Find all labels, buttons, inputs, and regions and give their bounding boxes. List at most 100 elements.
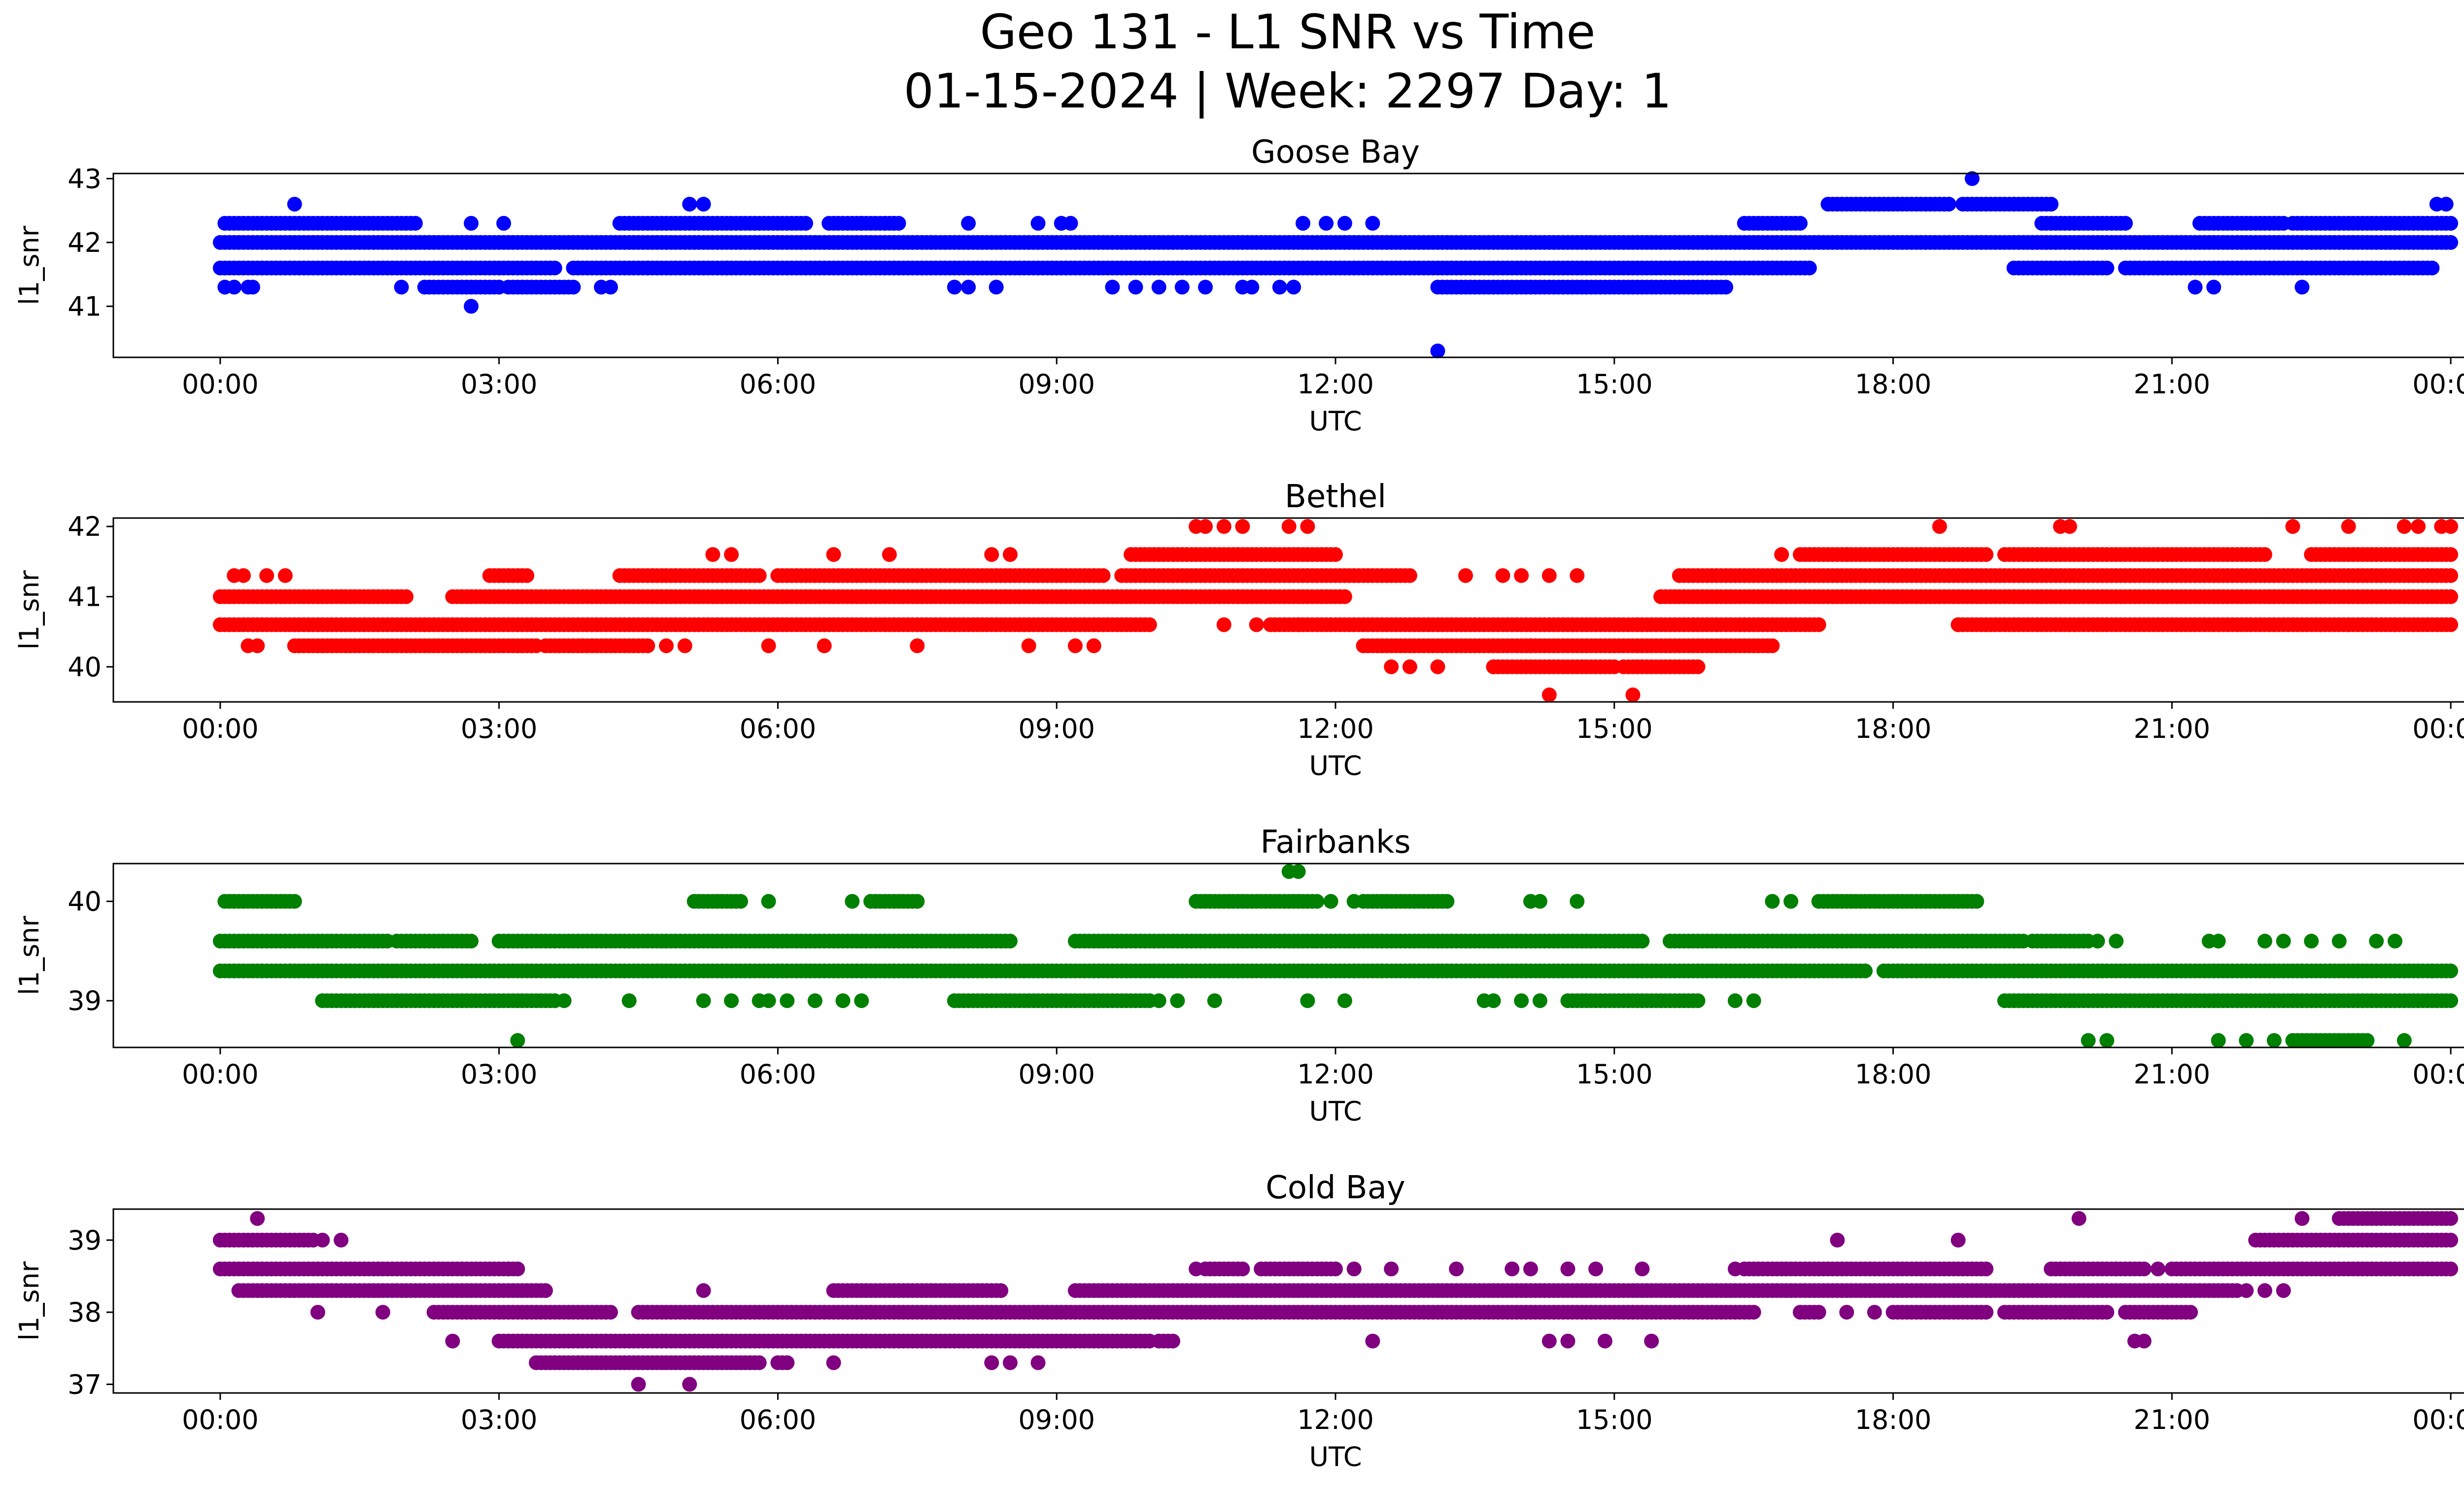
data-point (993, 1283, 1009, 1298)
data-point (1532, 993, 1547, 1008)
x-tick-label: 15:00 (1576, 713, 1653, 744)
data-point (538, 1283, 553, 1298)
data-point (1858, 963, 1873, 978)
data-point (2443, 1261, 2459, 1277)
data-point (1328, 547, 1343, 562)
data-point (2341, 519, 2356, 534)
x-axis-label: UTC (1309, 750, 1362, 781)
x-tick-label: 18:00 (1855, 369, 1932, 400)
scatter-series (212, 864, 2459, 1048)
data-point (1244, 279, 1260, 295)
subplot-title: Cold Bay (1266, 1170, 1405, 1206)
x-tick-label: 12:00 (1297, 1059, 1374, 1090)
data-point (2388, 617, 2402, 632)
data-point (845, 894, 860, 909)
data-point (2136, 1261, 2152, 1277)
data-point (1718, 279, 1734, 295)
data-point (640, 260, 655, 276)
data-point (1337, 216, 1352, 231)
data-point (1002, 934, 1018, 949)
x-tick-label: 00:00 (182, 1059, 259, 1090)
y-tick-label: 43 (68, 163, 102, 194)
data-point (2285, 519, 2300, 534)
data-point (696, 260, 711, 276)
data-point (547, 260, 562, 276)
data-point (2443, 589, 2459, 604)
x-tick-label: 03:00 (461, 713, 538, 744)
data-point (761, 894, 776, 909)
y-axis-label: l1_snr (14, 225, 45, 305)
y-tick-label: 42 (68, 511, 102, 542)
scatter-series (212, 171, 2459, 358)
data-point (807, 993, 822, 1008)
data-point (2443, 617, 2459, 632)
x-tick-label: 03:00 (461, 369, 538, 400)
data-point (659, 638, 674, 654)
data-point (2443, 568, 2459, 583)
data-point (603, 1305, 618, 1320)
data-point (1941, 197, 1956, 212)
data-point (719, 260, 734, 276)
data-point (394, 279, 409, 295)
data-point (1235, 1261, 1250, 1277)
axes-frame (112, 517, 2464, 703)
data-point (227, 279, 242, 295)
data-point (2081, 1033, 2096, 1048)
x-tick-label: 00:00 (182, 369, 259, 400)
data-point (2257, 547, 2272, 562)
data-point (2438, 197, 2454, 212)
x-tick-label: 06:00 (740, 713, 817, 744)
data-point (2071, 260, 2087, 276)
data-point (1086, 638, 1101, 654)
data-point (2443, 963, 2459, 978)
data-point (947, 279, 962, 295)
data-point (1384, 659, 1399, 674)
data-point (2048, 235, 2063, 250)
data-point (1728, 993, 1743, 1008)
data-point (1514, 993, 1529, 1008)
data-point (961, 279, 976, 295)
data-point (236, 568, 251, 583)
data-point (1979, 547, 1994, 562)
data-point (2360, 1033, 2375, 1048)
x-tick-label: 12:00 (1297, 369, 1374, 400)
data-point (1319, 216, 1334, 231)
data-point (724, 547, 739, 562)
data-point (2099, 1033, 2115, 1048)
data-point (2369, 934, 2384, 949)
data-point (1309, 894, 1325, 909)
data-point (2396, 519, 2412, 534)
data-point (2211, 934, 2226, 949)
data-point (1151, 993, 1166, 1008)
data-point (1346, 894, 1362, 909)
data-point (1951, 617, 1966, 632)
data-point (1690, 993, 1706, 1008)
data-point (1486, 659, 1501, 674)
data-point (259, 568, 274, 583)
data-point (496, 216, 512, 231)
data-point (1291, 864, 1306, 879)
data-point (887, 216, 902, 231)
data-point (2276, 934, 2291, 949)
x-tick-label: 00:00 (2412, 369, 2464, 400)
data-point (245, 279, 260, 295)
data-point (2099, 260, 2115, 276)
data-point (1783, 894, 1799, 909)
data-point (408, 216, 423, 231)
data-point (2206, 279, 2222, 295)
data-point (1635, 934, 1650, 949)
data-point (1570, 568, 1585, 583)
scatter-series (212, 1211, 2459, 1392)
data-point (1765, 894, 1780, 909)
data-point (1300, 519, 1315, 534)
data-point (1030, 216, 1046, 231)
data-point (2304, 934, 2319, 949)
data-point (1365, 216, 1380, 231)
data-point (1969, 894, 1985, 909)
data-point (2331, 934, 2347, 949)
data-point (2443, 547, 2459, 562)
data-point (1532, 894, 1547, 909)
